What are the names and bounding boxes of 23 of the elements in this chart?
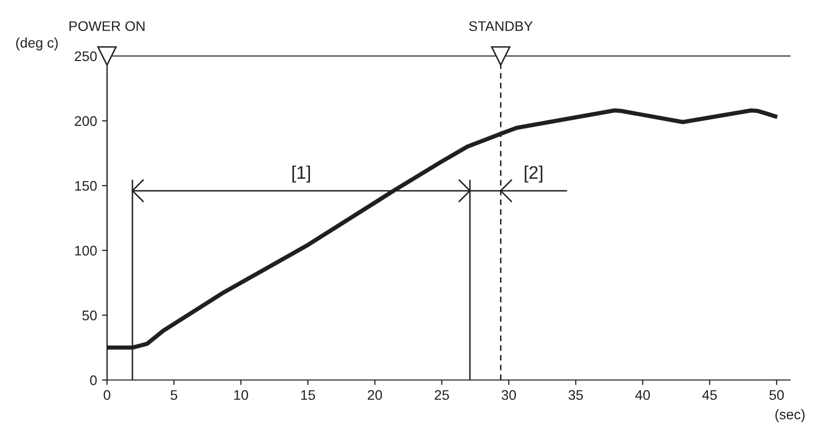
x-tick-label: 20	[368, 390, 382, 400]
x-tick-label: 25	[434, 390, 449, 400]
x-tick-label: 10	[234, 390, 248, 400]
x-tick-label: 30	[502, 390, 516, 400]
ref-line-label: POWER ON	[70, 21, 144, 32]
x-tick-label: 0	[104, 390, 110, 400]
x-tick-label: 50	[769, 390, 784, 400]
y-tick-label: 100	[75, 246, 97, 256]
x-tick-label: 35	[568, 390, 583, 400]
ref-line-label: STANDBY	[469, 21, 533, 32]
y-tick-label: 150	[75, 180, 97, 191]
y-tick-label: 250	[74, 51, 97, 62]
y-axis-title: (deg c)	[16, 37, 58, 50]
x-tick-label: 15	[301, 390, 316, 400]
y-tick-label: 50	[82, 310, 97, 320]
x-tick-label: 40	[635, 390, 650, 400]
x-axis-title: (sec)	[775, 409, 805, 422]
annotation: [1]	[292, 166, 310, 182]
y-tick-label: 0	[90, 375, 97, 386]
x-tick-label: 45	[702, 390, 717, 400]
x-tick-label: 5	[170, 390, 178, 400]
annotation: [2]	[524, 166, 542, 182]
y-tick-label: 200	[74, 116, 97, 126]
